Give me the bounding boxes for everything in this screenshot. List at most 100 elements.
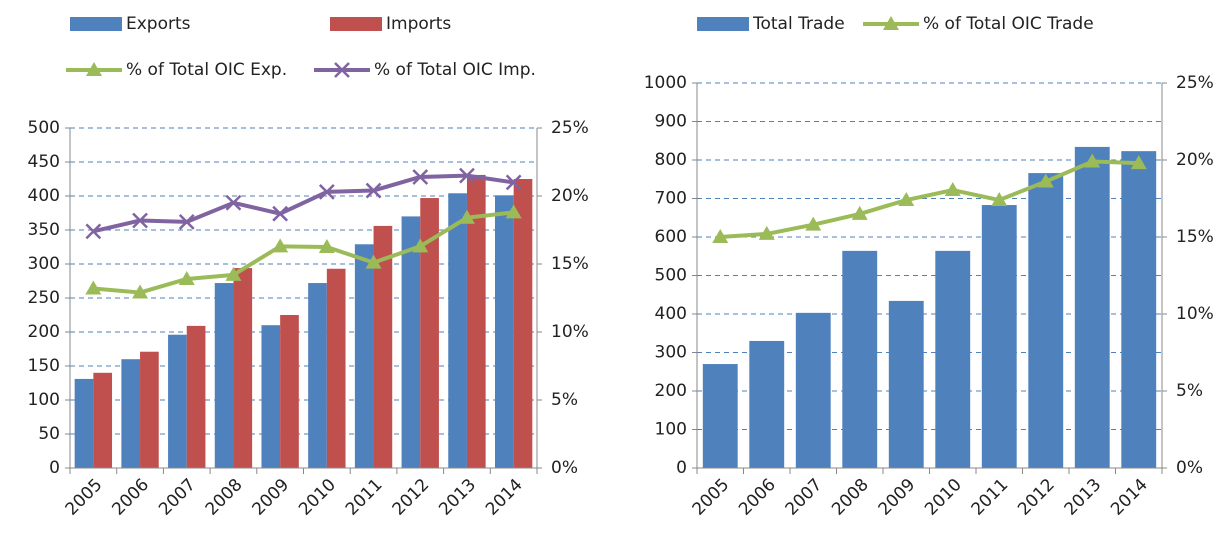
bar [121, 359, 141, 468]
x-tick-label: 2007 [155, 475, 200, 520]
bar [74, 378, 94, 468]
marker [1130, 155, 1147, 170]
legend-label: % of Total OIC Trade [923, 14, 1094, 34]
legend-label: % of Total OIC Imp. [374, 60, 536, 80]
marker [459, 167, 475, 184]
bar [93, 372, 113, 468]
y-tick-label: 0 [676, 458, 687, 478]
bar [842, 250, 878, 468]
bar [1028, 173, 1064, 468]
marker [944, 182, 961, 197]
y2-tick-label: 20% [1176, 150, 1214, 170]
x-tick-label: 2005 [689, 475, 734, 520]
y-tick-label: 500 [28, 118, 60, 138]
marker [85, 223, 102, 240]
bar [888, 300, 924, 468]
marker [318, 184, 335, 200]
marker [272, 205, 289, 222]
y2-tick-label: 0% [551, 458, 578, 478]
y2-tick-label: 5% [551, 390, 578, 410]
x-tick-label: 2010 [921, 475, 966, 520]
bar [494, 195, 514, 468]
y-tick-label: 300 [28, 254, 60, 274]
x-tick-label: 2014 [1107, 475, 1152, 520]
marker [85, 280, 102, 295]
marker [412, 238, 429, 253]
x-tick-label: 2006 [735, 475, 780, 520]
y-tick-label: 900 [655, 112, 687, 132]
bar [401, 216, 421, 468]
y2-tick-label: 25% [1176, 73, 1214, 93]
x-tick-label: 2014 [482, 475, 527, 520]
x-tick-label: 2005 [62, 475, 107, 520]
legend-swatch [697, 17, 749, 31]
bar [1121, 151, 1157, 468]
marker [505, 204, 522, 219]
line [720, 159, 1139, 239]
y-tick-label: 0 [49, 458, 60, 478]
marker [334, 62, 350, 78]
legend-swatch [70, 17, 122, 31]
bar [186, 325, 206, 468]
y2-tick-label: 5% [1176, 381, 1203, 401]
x-tick-label: 2008 [202, 475, 247, 520]
y-tick-label: 50 [38, 424, 60, 444]
y-tick-label: 500 [655, 266, 687, 286]
y2-tick-label: 15% [1176, 227, 1214, 247]
x-tick-label: 2007 [782, 475, 827, 520]
x-tick-label: 2010 [295, 475, 340, 520]
y2-tick-label: 10% [1176, 304, 1214, 324]
legend-label: % of Total OIC Exp. [126, 60, 287, 80]
marker [505, 174, 522, 191]
x-tick-label: 2012 [1014, 475, 1059, 520]
marker [412, 169, 429, 185]
x-tick-label: 2013 [1061, 475, 1106, 520]
bar [168, 334, 187, 468]
bar [140, 351, 159, 468]
y-tick-label: 300 [655, 343, 687, 363]
y2-tick-label: 15% [551, 254, 589, 274]
bar [261, 325, 281, 468]
legend-label: Total Trade [752, 14, 845, 34]
bar [749, 340, 785, 468]
bar [354, 244, 374, 468]
legend-label: Exports [126, 14, 191, 34]
marker [712, 229, 729, 243]
marker [365, 254, 382, 269]
y-tick-label: 700 [655, 189, 687, 209]
y-tick-label: 600 [655, 227, 687, 247]
bar [795, 312, 831, 468]
x-tick-label: 2012 [389, 475, 434, 520]
y2-tick-label: 10% [551, 322, 589, 342]
marker [225, 194, 242, 211]
marker [272, 238, 289, 253]
y-tick-label: 100 [28, 390, 60, 410]
x-tick-label: 2013 [435, 475, 480, 520]
marker [1084, 153, 1101, 168]
y-tick-label: 450 [28, 152, 60, 172]
bar [420, 198, 439, 469]
bar [308, 283, 327, 468]
marker [883, 16, 899, 30]
x-tick-label: 2011 [342, 475, 387, 520]
y2-tick-label: 25% [551, 118, 589, 138]
x-tick-label: 2009 [875, 475, 920, 520]
line [93, 210, 514, 295]
y2-tick-label: 20% [551, 186, 589, 206]
y-tick-label: 150 [28, 356, 60, 376]
line [92, 173, 514, 234]
marker [851, 205, 868, 220]
marker [365, 182, 382, 199]
marker [458, 209, 475, 224]
bar [702, 364, 738, 468]
marker [178, 213, 195, 230]
marker [805, 216, 822, 231]
x-tick-label: 2011 [968, 475, 1013, 520]
bar [214, 283, 234, 468]
y2-tick-label: 0% [1176, 458, 1203, 478]
x-tick-label: 2006 [108, 475, 153, 520]
bar [233, 268, 253, 468]
marker [132, 284, 149, 299]
y-tick-label: 200 [655, 381, 687, 401]
